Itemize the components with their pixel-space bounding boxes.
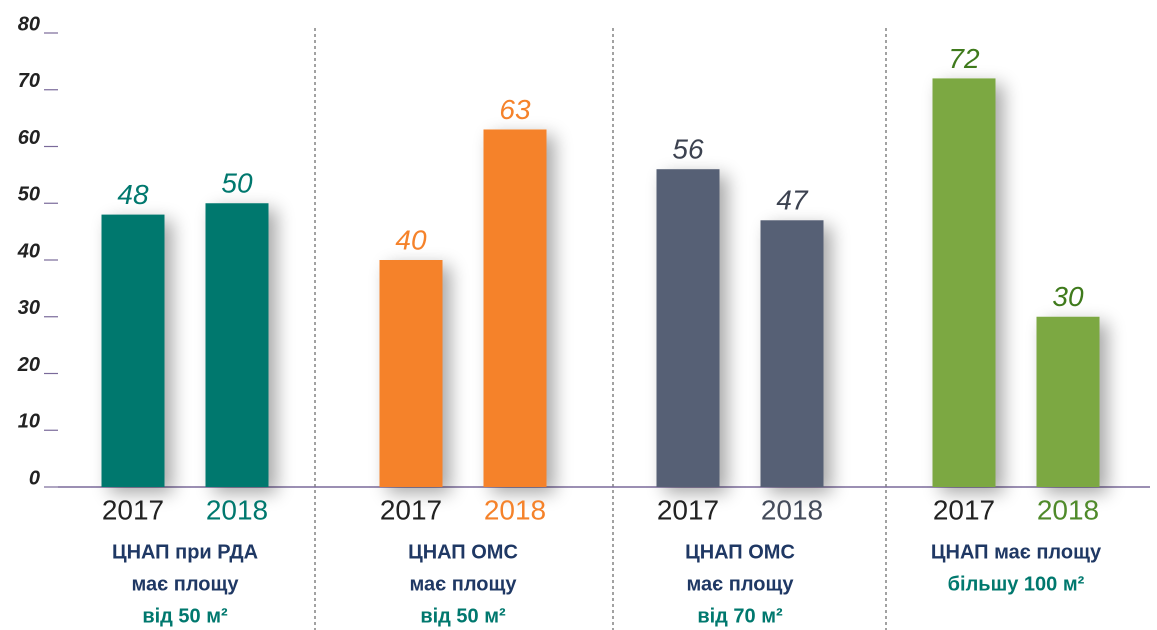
bar — [760, 220, 824, 487]
data-label: 48 — [117, 179, 149, 210]
bar — [101, 214, 165, 487]
y-tick-label: 10 — [18, 411, 40, 433]
data-label: 63 — [499, 94, 531, 125]
x-tick-label: 2018 — [484, 494, 546, 525]
bar — [483, 129, 547, 487]
bar — [379, 260, 443, 487]
group-label: від 50 м² — [420, 605, 506, 627]
y-tick-label: 0 — [29, 467, 40, 489]
x-tick-label: 2017 — [933, 494, 995, 525]
separators — [314, 28, 887, 630]
group-label: має площу — [132, 573, 240, 595]
group-label: має площу — [687, 573, 795, 595]
y-tick-label: 50 — [18, 184, 40, 206]
group-label: ЦНАП ОМС — [685, 541, 795, 563]
bar — [932, 78, 996, 488]
data-label: 30 — [1052, 281, 1084, 312]
data-label: 40 — [395, 224, 427, 255]
bar — [1036, 316, 1100, 487]
group-label: ЦНАП ОМС — [408, 541, 518, 563]
x-tick-label: 2017 — [657, 494, 719, 525]
data-label: 72 — [948, 43, 980, 74]
data-label: 47 — [776, 185, 809, 216]
y-tick-label: 60 — [18, 127, 40, 149]
y-tick-label: 70 — [18, 70, 40, 92]
data-label: 56 — [672, 134, 704, 165]
y-tick-label: 30 — [18, 297, 40, 319]
data-label: 50 — [221, 168, 253, 199]
group-label: має площу — [410, 573, 518, 595]
group-label: ЦНАП при РДА — [112, 541, 258, 563]
group-label: від 70 м² — [697, 605, 783, 627]
group-label: більшу 100 м² — [948, 573, 1085, 595]
bar — [656, 169, 720, 487]
x-tick-label: 2018 — [761, 494, 823, 525]
group-label: ЦНАП має площу — [931, 541, 1102, 563]
y-tick-label: 80 — [18, 13, 40, 35]
x-tick-label: 2018 — [206, 494, 268, 525]
y-tick-label: 40 — [17, 240, 40, 262]
x-tick-label: 2018 — [1037, 494, 1099, 525]
x-tick-label: 2017 — [380, 494, 442, 525]
bar — [205, 203, 269, 487]
x-tick-label: 2017 — [102, 494, 164, 525]
group-label: від 50 м² — [142, 605, 228, 627]
y-tick-label: 20 — [17, 354, 40, 376]
